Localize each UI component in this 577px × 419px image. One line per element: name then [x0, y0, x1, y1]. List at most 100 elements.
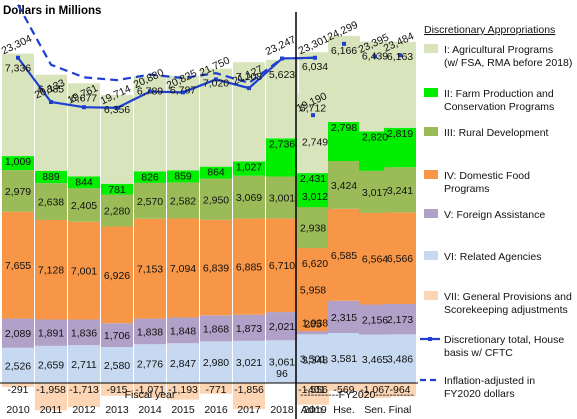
legend-label-vii: VII: General Provisions and Scorekeeping …	[444, 291, 572, 316]
bar-segment-iv	[68, 221, 100, 320]
data-label-vii: -1,067	[360, 384, 390, 396]
fy2020-group-label: -----------FY2020-----------	[300, 389, 414, 401]
data-label-ii: 826	[141, 171, 159, 183]
data-label-i: 6,885	[38, 84, 64, 96]
data-label-vii: -771	[205, 384, 226, 396]
data-label-vi: 2,526	[5, 360, 31, 372]
data-label-vi: 3,465	[362, 354, 388, 366]
data-label-iv: 6,620	[302, 258, 328, 270]
data-label-iii: 2,582	[170, 195, 196, 207]
data-label-iii: 2,280	[104, 206, 130, 218]
bar-segment-iii	[266, 176, 298, 219]
legend-swatch-i	[424, 44, 438, 53]
data-label-v: 2,156	[362, 315, 388, 327]
data-label-ii: 864	[207, 167, 225, 179]
data-label-i: 6,789	[137, 86, 163, 98]
bar-segment-ii	[200, 166, 232, 179]
total-marker	[16, 55, 20, 60]
x-tick-label: Adm.	[301, 404, 326, 416]
bar-segment-vi	[2, 347, 34, 383]
data-label-vi: 2,659	[38, 359, 64, 371]
axis-layer: Fiscal year -----------FY2020-----------	[0, 12, 418, 419]
total-marker	[342, 41, 346, 46]
data-label-iii: 3,069	[236, 192, 262, 204]
data-label-vii: -1,193	[168, 384, 198, 396]
bar-segment-vii	[328, 383, 360, 391]
bar-segment-vi	[167, 343, 199, 383]
bar-segment-i	[35, 74, 67, 171]
legend-swatch-iii	[424, 127, 438, 136]
data-label-iv: 5,958	[300, 285, 326, 297]
bar-segment-iv	[384, 212, 416, 305]
data-label-vii: -964	[389, 384, 410, 396]
legend-label-v: V: Foreign Assistance	[444, 209, 545, 221]
bar-segment-ii	[35, 170, 67, 184]
data-label-i: 7,336	[5, 63, 31, 75]
bar-segment-iii	[68, 188, 100, 222]
data-label-ii: 781	[108, 184, 126, 196]
bar-segment-v	[68, 319, 100, 346]
bar-segment-iii	[297, 207, 329, 249]
data-label-vii: -1,071	[135, 384, 165, 396]
data-label-iv: 6,926	[104, 270, 130, 282]
bar-segment-vi	[35, 345, 67, 383]
bar-segment-v	[167, 317, 199, 344]
legend-label-iii: III: Rural Development	[444, 127, 549, 139]
bar-segment-iii	[384, 167, 416, 213]
data-label-vii: -915	[106, 384, 127, 396]
legend-swatch-ii	[424, 88, 438, 97]
x-tick-label: 2014	[138, 404, 162, 416]
bar-segment-iv	[35, 220, 67, 320]
data-label-iii: 2,938	[300, 223, 326, 235]
data-label-iv: 6,585	[331, 250, 357, 262]
data-label-vi: 2,580	[104, 360, 130, 372]
discretionary-total-line	[17, 56, 316, 109]
bar-segment-ii	[233, 161, 265, 176]
bar-segment-ii	[101, 183, 133, 195]
data-label-vi: 3,486	[387, 354, 413, 366]
data-label-v: 2,021	[269, 321, 295, 333]
x-tick-label: 2015	[171, 404, 195, 416]
bar-segment-ii	[384, 127, 416, 168]
data-label-v: 2,173	[387, 314, 413, 326]
data-label-iii: 3,424	[331, 180, 357, 192]
data-label-vii: -1,856	[234, 384, 264, 396]
total-value-label: 23,247	[264, 34, 298, 59]
data-label-vi: 3,501	[300, 354, 326, 366]
total-marker	[214, 77, 218, 82]
bar-segment-iv	[134, 218, 166, 319]
total-marker	[181, 90, 185, 95]
data-label-i: 5,712	[300, 102, 326, 114]
bar-segment-vii	[200, 383, 232, 394]
bar-segment-iv	[167, 218, 199, 318]
bar-segment-i	[200, 68, 232, 167]
bar-segment-ii	[266, 138, 298, 177]
bar-segment-vi	[233, 340, 265, 383]
bar-segment-i	[101, 95, 133, 184]
bar-segment-vi	[68, 345, 100, 383]
data-label-iii: 3,241	[387, 185, 413, 197]
bar-segment-v	[200, 315, 232, 342]
inflation-adjusted-line	[17, 4, 316, 85]
bar-segment-ii	[167, 170, 199, 183]
data-label-ii: 2,819	[387, 128, 413, 140]
total-marker	[311, 113, 315, 118]
data-label-v: 1,848	[170, 325, 196, 337]
bar-segment-v	[2, 318, 34, 348]
bar-segment-iv	[297, 248, 329, 332]
data-label-iv: 7,655	[5, 260, 31, 272]
data-label-v: 1,873	[236, 323, 262, 335]
total-value-label: 23,304	[0, 33, 34, 58]
data-label-i: 6,439	[362, 51, 388, 63]
data-label-ii: 844	[75, 176, 93, 188]
data-label-ii: 859	[174, 170, 192, 182]
bar-segment-iii	[167, 182, 199, 219]
bar-segment-vi	[266, 340, 298, 383]
bar-segment-vii	[359, 383, 391, 398]
data-label-iv: 7,001	[71, 266, 97, 278]
bar-segment-v	[35, 319, 67, 346]
data-label-vi: 2,776	[137, 359, 163, 371]
x-tick-label: 2011	[40, 404, 63, 416]
lines-layer	[16, 4, 402, 118]
data-label-iv: 7,128	[38, 265, 64, 277]
